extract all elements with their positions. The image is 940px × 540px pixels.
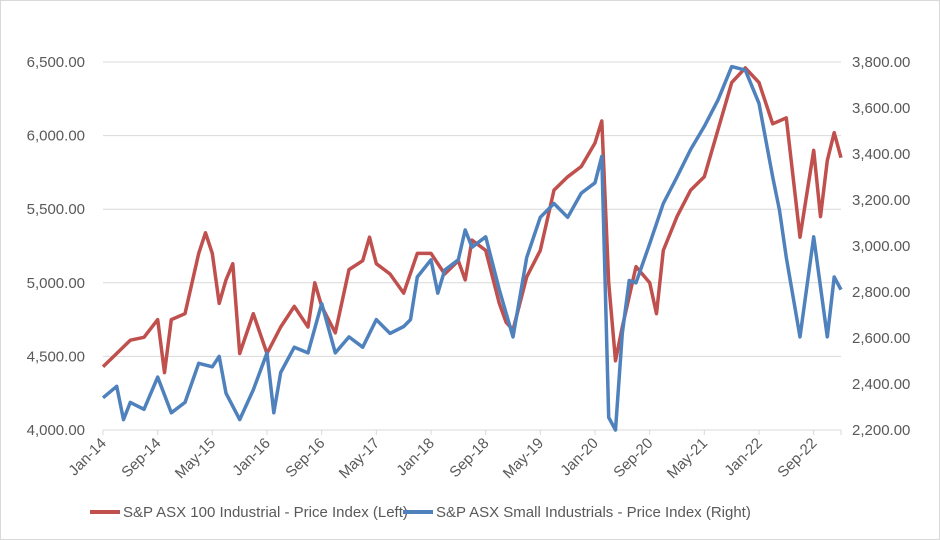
legend: S&P ASX 100 Industrial - Price Index (Le… xyxy=(90,504,751,521)
left-tick-label: 6,500.00 xyxy=(27,54,85,71)
right-tick-label: 2,600.00 xyxy=(852,330,910,347)
left-tick-label: 5,500.00 xyxy=(27,201,85,218)
legend-label: S&P ASX 100 Industrial - Price Index (Le… xyxy=(123,504,408,521)
legend-label: S&P ASX Small Industrials - Price Index … xyxy=(436,504,751,521)
right-tick-label: 3,200.00 xyxy=(852,192,910,209)
right-tick-label: 3,400.00 xyxy=(852,146,910,163)
left-tick-label: 4,500.00 xyxy=(27,348,85,365)
right-tick-label: 3,600.00 xyxy=(852,100,910,117)
x-tick-label: Sep-16 xyxy=(282,435,328,481)
x-tick-label: Jan-16 xyxy=(229,435,273,479)
x-tick-label: Jan-20 xyxy=(557,435,601,479)
gridlines xyxy=(103,61,841,357)
x-tick-label: Jan-18 xyxy=(393,435,437,479)
right-axis-ticks: 2,200.00 2,400.00 2,600.00 2,800.00 3,000.00… xyxy=(852,54,910,439)
x-tick-label: May-21 xyxy=(664,435,711,482)
x-tick-label: Sep-22 xyxy=(774,435,820,481)
x-tick-label: Jan-14 xyxy=(65,435,109,479)
right-tick-label: 3,800.00 xyxy=(852,54,910,71)
x-tick-label: Jan-22 xyxy=(721,435,765,479)
x-tick-label: Sep-18 xyxy=(446,435,492,481)
x-tick-label: May-15 xyxy=(172,435,219,482)
right-tick-label: 3,000.00 xyxy=(852,238,910,255)
x-tick-label: Sep-20 xyxy=(610,435,656,481)
right-tick-label: 2,200.00 xyxy=(852,422,910,439)
series-line-asx100-industrial xyxy=(101,66,843,375)
right-tick-label: 2,400.00 xyxy=(852,376,910,393)
right-tick-label: 2,800.00 xyxy=(852,284,910,301)
left-tick-label: 6,000.00 xyxy=(27,128,85,145)
x-tick-label: Sep-14 xyxy=(118,435,164,481)
series-line-small-industrials xyxy=(101,64,843,432)
x-tick-label: May-19 xyxy=(500,435,547,482)
left-tick-label: 5,000.00 xyxy=(27,275,85,292)
x-tick-label: May-17 xyxy=(336,435,383,482)
x-axis: Jan-14 Sep-14 May-15 Jan-16 Sep-16 May-17 Jan-… xyxy=(65,429,842,482)
series-lines xyxy=(101,64,843,432)
left-axis-ticks: 4,000.00 4,500.00 5,000.00 5,500.00 6,000.00… xyxy=(27,54,85,439)
left-tick-label: 4,000.00 xyxy=(27,422,85,439)
